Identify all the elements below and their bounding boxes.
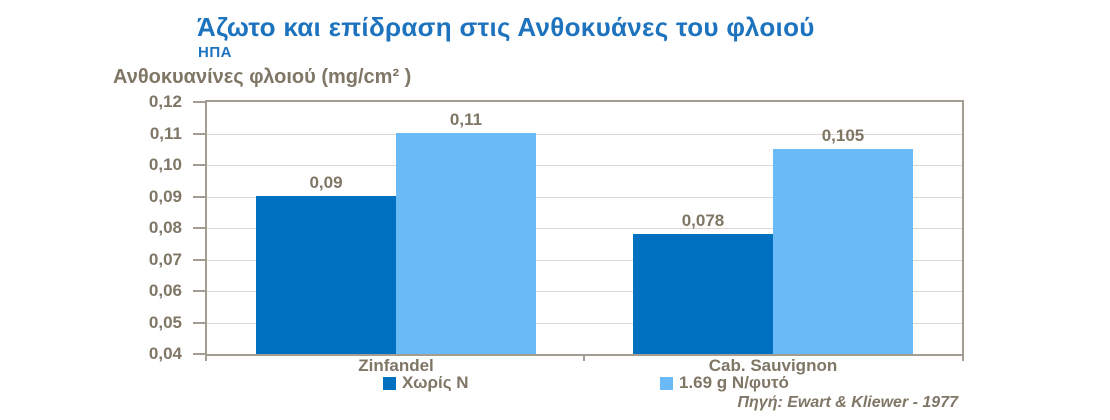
x-tick-mark: [583, 354, 585, 361]
legend-swatch: [660, 376, 673, 390]
y-tick-mark: [193, 322, 205, 324]
y-tick-mark: [193, 164, 205, 166]
legend-item-Χωρίς N: Χωρίς N: [383, 373, 469, 393]
y-tick-mark: [193, 101, 205, 103]
y-tick-label: 0,07: [148, 250, 182, 269]
y-tick-label: 0,10: [148, 155, 182, 174]
category-label: Zinfandel: [358, 356, 434, 375]
gridline: [207, 260, 962, 261]
bar-Zinfandel-Χωρίς N: [256, 196, 396, 354]
y-tick-mark: [193, 353, 205, 355]
legend-label: 1.69 g N/φυτό: [679, 373, 789, 392]
source-note: Πηγή: Ewart & Kliewer - 1977: [737, 394, 958, 411]
y-tick-label: 0,11: [149, 124, 182, 143]
y-tick-label: 0,04: [148, 344, 182, 363]
bar-Cab. Sauvignon-Χωρίς N: [633, 234, 773, 354]
gridline: [207, 134, 962, 135]
chart-title: Άζωτο και επίδραση στις Ανθοκυάνες του φ…: [197, 12, 815, 42]
x-tick-mark: [205, 354, 207, 361]
gridline: [207, 228, 962, 229]
plot-area: 0,09 0,11 0,078 0,105: [205, 100, 964, 356]
y-tick-mark: [193, 259, 205, 261]
category-label: Cab. Sauvignon: [708, 356, 838, 375]
bar-value-label: 0,078: [681, 211, 725, 230]
legend-label: Χωρίς N: [402, 373, 469, 392]
legend-item-1.69 g N/φυτό: 1.69 g N/φυτό: [660, 373, 789, 393]
x-tick-mark: [962, 354, 964, 361]
bar-Cab. Sauvignon-1.69 g N/φυτό: [773, 149, 913, 354]
y-tick-label: 0,08: [148, 218, 182, 237]
y-tick-label: 0,09: [148, 187, 182, 206]
gridline: [207, 291, 962, 292]
y-tick-label: 0,05: [148, 313, 182, 332]
chart-subtitle: ΗΠΑ: [198, 44, 232, 61]
bar-Zinfandel-1.69 g N/φυτό: [396, 133, 536, 354]
legend-swatch: [383, 376, 396, 390]
bar-value-label: 0,09: [309, 173, 343, 192]
y-axis-title: Ανθοκυανίνες φλοιού (mg/cm² ): [113, 66, 412, 88]
y-tick-label: 0,06: [148, 281, 182, 300]
gridline: [207, 165, 962, 166]
y-tick-mark: [193, 196, 205, 198]
bar-value-label: 0,11: [449, 110, 483, 129]
y-tick-label: 0,12: [148, 92, 182, 111]
gridline: [207, 197, 962, 198]
y-tick-mark: [193, 290, 205, 292]
y-tick-mark: [193, 227, 205, 229]
bar-value-label: 0,105: [821, 126, 865, 145]
gridline: [207, 323, 962, 324]
y-tick-mark: [193, 133, 205, 135]
